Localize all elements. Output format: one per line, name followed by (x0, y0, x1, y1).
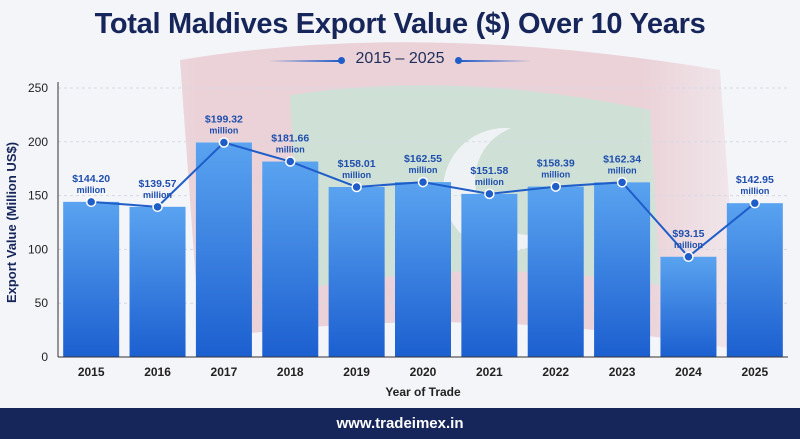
y-tick-label: 100 (28, 242, 48, 256)
point-2020 (417, 176, 429, 188)
bar-2015 (63, 201, 120, 357)
y-tick-label: 200 (28, 135, 48, 149)
footer-bar: www.tradeimex.in (0, 408, 800, 439)
chart-title: Total Maldives Export Value ($) Over 10 … (94, 8, 706, 40)
data-label-unit: million (541, 170, 570, 180)
bar-2017 (195, 142, 252, 357)
chart-subtitle: 2015 – 2025 (355, 50, 445, 67)
x-tick-label: 2025 (741, 365, 768, 379)
data-label-value: $142.95 (736, 174, 774, 186)
y-tick-label: 50 (35, 296, 49, 310)
y-axis-title: Export Value (Million US$) (4, 142, 19, 303)
data-label-value: $162.55 (404, 153, 442, 165)
x-tick-label: 2016 (144, 365, 171, 379)
data-label-value: $139.57 (139, 178, 177, 190)
data-label-unit: million (674, 240, 703, 250)
subtitle-line-right (460, 60, 532, 62)
point-2021 (484, 188, 495, 200)
point-2019 (351, 181, 362, 193)
bar-2016 (129, 206, 186, 357)
bar-2024 (660, 256, 717, 357)
data-label-unit: million (409, 165, 438, 175)
bar-2018 (262, 161, 319, 357)
bar-2019 (328, 186, 385, 357)
x-tick-label: 2021 (476, 365, 503, 379)
point-2024 (683, 251, 694, 263)
bar-2023 (594, 182, 651, 357)
y-tick-label: 150 (28, 189, 48, 203)
bar-2020 (395, 182, 451, 357)
x-tick-label: 2017 (211, 365, 238, 379)
data-label-value: $158.01 (338, 158, 376, 170)
y-tick-label: 250 (28, 81, 48, 95)
data-label-value: $181.66 (271, 133, 309, 145)
data-label-unit: million (143, 190, 172, 200)
data-label-value: $162.34 (603, 153, 641, 165)
point-2016 (152, 201, 163, 213)
point-2025 (749, 197, 761, 209)
data-label-value: $158.39 (537, 158, 575, 170)
bar-2022 (527, 186, 584, 357)
x-tick-label: 2018 (277, 365, 304, 379)
data-label-unit: million (209, 126, 238, 136)
x-tick-label: 2020 (410, 365, 437, 379)
data-label-unit: million (475, 177, 504, 187)
data-label-value: $199.32 (205, 114, 243, 126)
subtitle-dot-right (455, 57, 462, 64)
data-label-unit: million (342, 170, 371, 180)
x-tick-label: 2015 (78, 365, 105, 379)
point-2022 (550, 181, 561, 192)
data-label-value: $151.58 (470, 165, 508, 177)
data-label-value: $144.20 (72, 173, 110, 185)
y-tick-label: 0 (41, 350, 48, 364)
x-tick-label: 2022 (542, 365, 569, 379)
point-2015 (85, 196, 97, 208)
subtitle-block: 2015 – 2025 (0, 50, 800, 72)
data-label-unit: million (740, 186, 769, 196)
point-2023 (616, 177, 628, 188)
point-2017 (218, 137, 230, 148)
data-label-unit: million (276, 145, 305, 155)
x-tick-label: 2024 (675, 365, 702, 379)
bar-2021 (461, 193, 518, 357)
x-tick-label: 2019 (343, 365, 370, 379)
data-label-unit: million (608, 165, 637, 175)
bar-2025 (726, 203, 783, 357)
footer-website[interactable]: www.tradeimex.in (336, 415, 464, 432)
subtitle-line-left (268, 60, 340, 62)
x-axis-title: Year of Trade (385, 385, 461, 399)
data-label-value: $93.15 (672, 228, 704, 240)
point-2018 (285, 156, 296, 167)
data-label-unit: million (77, 185, 106, 195)
x-tick-label: 2023 (609, 365, 636, 379)
subtitle-dot-left (338, 57, 345, 64)
